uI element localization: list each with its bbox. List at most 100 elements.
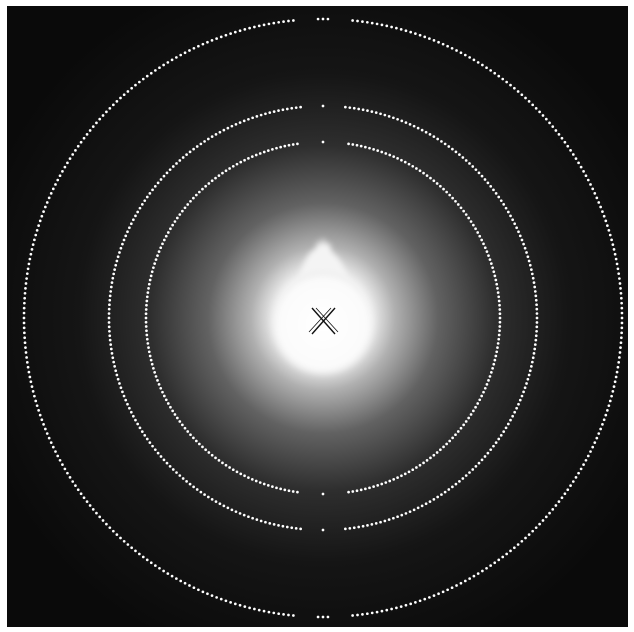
ring-dot: [210, 594, 214, 597]
ring-dot: [118, 382, 121, 385]
ring-dot: [469, 413, 473, 416]
ring-dot: [38, 413, 42, 417]
ring-dot: [478, 398, 482, 402]
ring-dot: [504, 206, 508, 210]
ring-dot: [497, 558, 501, 562]
ring-dot: [535, 312, 539, 315]
ring-dot: [91, 508, 95, 511]
ring-dot: [115, 533, 119, 536]
ring-dot: [591, 187, 595, 191]
ring-dot: [287, 489, 291, 493]
ring-dot: [156, 181, 160, 185]
ring-dot: [203, 493, 206, 496]
ring-dot: [162, 238, 166, 242]
ring-dot: [416, 506, 420, 510]
ring-dot: [370, 21, 374, 25]
ring-dot: [22, 306, 26, 310]
ring-dot: [462, 209, 465, 213]
ring-dot: [385, 24, 389, 28]
ring-dot: [415, 466, 418, 469]
ring-dot: [71, 480, 75, 483]
ring-dot: [518, 398, 522, 402]
ring-dot: [432, 179, 436, 183]
ring-dot: [595, 196, 599, 200]
ring-dot: [201, 42, 205, 46]
ring-dot: [162, 174, 166, 178]
ring-dot: [530, 268, 533, 271]
ring-dot: [404, 121, 408, 124]
ring-dot: [416, 126, 420, 130]
ring-dot: [620, 311, 624, 315]
ring-dot: [175, 216, 179, 220]
ring-dot: [201, 187, 204, 191]
ring-dot: [243, 474, 246, 478]
ring-dot: [487, 254, 490, 257]
ring-dot: [497, 437, 501, 441]
ring-dot: [439, 448, 442, 452]
ring-dot: [379, 112, 382, 116]
ring-dot: [159, 386, 163, 390]
ring-dot: [188, 150, 192, 154]
ring-dot: [228, 167, 231, 170]
diffraction-svg: [7, 6, 628, 627]
ring-dot: [112, 272, 116, 276]
ring-dot: [357, 525, 361, 529]
ring-dot: [480, 394, 484, 398]
ring-dot: [617, 272, 621, 276]
ring-dot: [145, 295, 149, 299]
ring-dot: [110, 352, 114, 355]
ring-dot: [210, 453, 214, 457]
ring-dot: [203, 140, 206, 143]
ring-dot: [38, 219, 42, 223]
ring-dot: [145, 337, 149, 341]
ring-dot: [569, 484, 572, 487]
ring-dot: [464, 159, 468, 162]
ring-dot: [586, 454, 590, 458]
ring-dot: [418, 599, 422, 603]
ring-dot: [44, 205, 47, 209]
ring-dot: [517, 230, 520, 234]
ring-dot: [372, 485, 375, 488]
ring-dot: [451, 485, 454, 489]
ring-dot: [116, 255, 120, 259]
ring-dot: [262, 23, 266, 27]
ring-dot: [239, 472, 243, 476]
ring-dot: [454, 433, 457, 437]
ring-dot: [105, 522, 108, 526]
ring-dot: [147, 350, 151, 354]
ring-dot: [620, 336, 623, 340]
ring-dot: [115, 100, 119, 103]
ring-dot: [480, 238, 484, 242]
ring-dot: [140, 203, 144, 206]
ring-dot: [233, 602, 237, 606]
ring-dot: [483, 246, 487, 250]
ring-dot: [399, 28, 403, 31]
ring-dot: [437, 592, 440, 596]
ring-dot: [248, 606, 251, 610]
ring-dot: [192, 147, 195, 151]
ring-dot: [35, 404, 39, 408]
ring-dot: [498, 303, 501, 307]
ring-dot: [538, 110, 541, 114]
ring-dot: [620, 306, 624, 310]
ring-dot: [396, 476, 399, 479]
ring-dot: [271, 148, 274, 151]
ring-dot: [522, 390, 525, 394]
ring-dot: [258, 481, 262, 484]
ring-dot: [171, 165, 175, 168]
ring-dot: [82, 496, 86, 500]
ring-dot: [105, 110, 108, 114]
ring-dot: [451, 147, 454, 151]
ring-dot: [618, 351, 622, 354]
ring-dot: [428, 37, 431, 40]
ring-dot: [47, 436, 51, 440]
ring-dot: [242, 513, 246, 517]
ring-dot: [618, 356, 621, 359]
ring-dot: [175, 56, 178, 59]
ring-dot: [170, 58, 174, 62]
ring-dot: [271, 485, 274, 488]
ring-dot: [68, 157, 72, 160]
ring-dot: [474, 168, 478, 172]
ring-dot: [88, 129, 92, 132]
ring-dot: [175, 471, 178, 474]
